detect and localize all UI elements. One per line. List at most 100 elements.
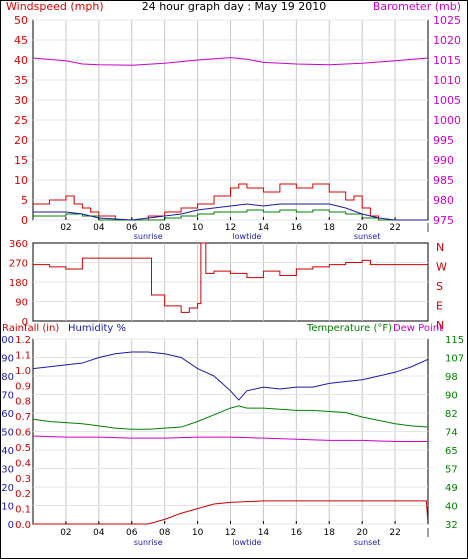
- lowtide-marker: lowtide: [232, 232, 261, 241]
- barometer-tick-label: 1005: [433, 94, 461, 107]
- direction-tick-label: 360: [9, 239, 28, 250]
- x-tick-label: 10: [192, 223, 204, 233]
- humidity-tick-label: 10: [1, 502, 14, 513]
- barometer-axis-label: Barometer (mb): [373, 0, 461, 13]
- x-tick-label: 20: [356, 528, 368, 538]
- compass-tick-label: N: [436, 319, 444, 332]
- x-tick-label: 14: [258, 528, 270, 538]
- chart-title: 24 hour graph day : May 19 2010: [142, 0, 327, 13]
- temperature-tick-label: 115: [445, 335, 464, 346]
- series-temperature: [32, 405, 429, 430]
- windspeed-tick-label: 5: [21, 194, 28, 207]
- rainfall-tick-label: 0.6: [15, 428, 31, 439]
- sunset-marker: sunset: [354, 538, 381, 547]
- x-tick-label: 02: [60, 528, 71, 538]
- temperature-axis-label: Temperature (°F): [306, 323, 392, 334]
- sunset-marker: sunset: [354, 232, 381, 241]
- x-tick-label: 10: [192, 528, 204, 538]
- windspeed-tick-label: 0: [21, 214, 28, 227]
- x-tick-label: 20: [356, 223, 368, 233]
- x-tick-label: 08: [159, 223, 171, 233]
- x-tick-label: 14: [258, 223, 270, 233]
- humidity-tick-label: 20: [1, 483, 14, 494]
- rainfall-axis-label: Rainfall (in): [2, 323, 59, 334]
- compass-tick-label: N: [436, 241, 444, 254]
- x-tick-label: 02: [60, 223, 71, 233]
- humidity-tick-label: 90: [1, 354, 14, 365]
- rainfall-tick-label: 0.9: [15, 381, 31, 392]
- rainfall-tick-label: 0.7: [15, 412, 31, 423]
- rainfall-tick-label: 0.5: [15, 443, 31, 454]
- rainfall-tick-label: 0.2: [15, 489, 31, 500]
- humidity-tick-label: 50: [1, 428, 14, 439]
- barometer-tick-label: 980: [433, 194, 454, 207]
- barometer-tick-label: 975: [433, 214, 454, 227]
- temperature-tick-label: 57: [445, 465, 458, 476]
- compass-tick-label: S: [436, 280, 443, 293]
- direction-tick-label: 270: [9, 259, 28, 270]
- humidity-axis-label: Humidity %: [68, 323, 126, 334]
- series-wind-direction: [33, 242, 428, 313]
- humidity-tick-label: 40: [1, 446, 14, 457]
- x-tick-label: 18: [324, 223, 336, 233]
- rainfall-tick-label: 1.1: [15, 350, 31, 361]
- rainfall-tick-label: 0.3: [15, 474, 31, 485]
- barometer-tick-label: 1000: [433, 114, 461, 127]
- temperature-tick-label: 107: [445, 354, 464, 365]
- temperature-tick-label: 65: [445, 446, 458, 457]
- x-tick-label: 22: [389, 528, 400, 538]
- x-tick-label: 18: [324, 528, 336, 538]
- x-tick-label: 06: [126, 528, 138, 538]
- rainfall-tick-label: 0.0: [15, 520, 31, 531]
- windspeed-tick-label: 25: [14, 114, 28, 127]
- x-tick-label: 16: [291, 528, 303, 538]
- series-barometer: [32, 57, 429, 66]
- barometer-tick-label: 1025: [433, 14, 461, 27]
- humidity-tick-label: 70: [1, 391, 14, 402]
- series-rainfall: [33, 500, 429, 525]
- series-wind-avg: [33, 203, 428, 221]
- rain-humidity-temp-panel: 0 10 20 30 40 50 60 70 80 90 100 0.0 0.1 0.2 0.3 0.4 0.5…: [0, 335, 464, 547]
- x-tick-label: 16: [291, 223, 303, 233]
- windspeed-tick-label: 20: [14, 134, 28, 147]
- x-tick-label: 12: [225, 528, 236, 538]
- rainfall-tick-label: 1.2: [15, 335, 31, 346]
- rainfall-tick-label: 1.0: [15, 366, 31, 377]
- windspeed-tick-label: 35: [14, 74, 28, 87]
- lowtide-marker: lowtide: [232, 538, 261, 547]
- x-tick-label: 04: [93, 528, 105, 538]
- series-humidity: [32, 351, 429, 401]
- barometer-tick-label: 985: [433, 174, 454, 187]
- x-tick-label: 08: [159, 528, 171, 538]
- barometer-tick-label: 995: [433, 134, 454, 147]
- windspeed-tick-label: 50: [14, 14, 28, 27]
- x-tick-label: 06: [126, 223, 138, 233]
- windspeed-tick-label: 45: [14, 34, 28, 47]
- x-tick-label: |: [426, 528, 429, 538]
- direction-tick-label: 0: [22, 317, 28, 328]
- humidity-tick-label: 60: [1, 409, 14, 420]
- humidity-tick-label: 80: [1, 372, 14, 383]
- windspeed-axis-label: Windspeed (mph): [6, 0, 104, 13]
- humidity-tick-label: 100: [0, 335, 14, 346]
- temperature-tick-label: 74: [445, 428, 458, 439]
- windspeed-tick-label: 15: [14, 154, 28, 167]
- windspeed-tick-label: 30: [14, 94, 28, 107]
- rainfall-tick-label: 0.4: [15, 458, 31, 469]
- sunrise-marker: sunrise: [134, 232, 163, 241]
- windspeed-tick-label: 40: [14, 54, 28, 67]
- series-dewpoint: [32, 435, 428, 443]
- sunrise-marker: sunrise: [134, 538, 163, 547]
- temperature-tick-label: 49: [445, 483, 458, 494]
- humidity-tick-label: 0: [8, 520, 14, 531]
- wind-barometer-panel: 0510152025303540455097598098599099510001…: [14, 14, 461, 241]
- compass-tick-label: E: [436, 300, 443, 313]
- x-tick-label: 04: [93, 223, 105, 233]
- rainfall-tick-label: 0.8: [15, 397, 31, 408]
- barometer-tick-label: 1015: [433, 54, 461, 67]
- direction-tick-label: 180: [9, 278, 28, 289]
- temperature-tick-label: 40: [445, 502, 458, 513]
- humidity-tick-label: 30: [1, 465, 14, 476]
